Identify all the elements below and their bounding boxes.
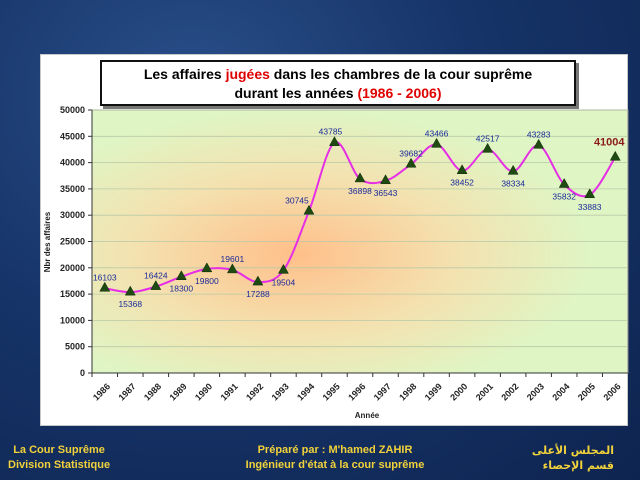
x-tick-label: 2006 <box>601 381 622 402</box>
x-tick-label: 1998 <box>397 381 418 402</box>
data-point-marker <box>99 281 111 292</box>
x-tick-label: 1996 <box>346 381 367 402</box>
x-tick-label: 2005 <box>576 381 597 402</box>
x-tick-label: 1993 <box>270 381 291 402</box>
chart-title: Les affaires jugées dans les chambres de… <box>100 60 576 106</box>
data-point-marker <box>354 172 366 183</box>
data-label: 36898 <box>348 186 372 196</box>
data-label-last: 41004 <box>594 136 625 148</box>
data-point-marker <box>431 137 442 148</box>
x-tick-label: 1997 <box>372 381 393 402</box>
y-tick-label: 45000 <box>60 131 85 141</box>
title-highlight: jugées <box>225 66 270 82</box>
data-label: 42517 <box>476 133 500 143</box>
x-tick-label: 2002 <box>499 381 520 402</box>
y-axis-label: Nbr des affaires <box>43 211 52 272</box>
y-tick-label: 50000 <box>60 105 85 115</box>
data-point-marker <box>482 142 494 153</box>
x-tick-label: 1987 <box>116 381 137 402</box>
data-point-marker <box>329 136 340 146</box>
data-label: 17288 <box>246 289 270 299</box>
data-point-marker <box>252 275 264 286</box>
footer-author-title: Ingénieur d'état à la cour suprême <box>245 459 425 471</box>
data-point-marker <box>150 280 162 290</box>
data-point-marker <box>456 164 468 174</box>
data-markers <box>99 136 621 296</box>
title-text: durant les années <box>234 85 358 101</box>
x-axis-label: Année <box>355 411 380 420</box>
footer-division: Division Statistique <box>8 459 111 471</box>
data-point-marker <box>405 157 417 168</box>
x-tick-label: 2000 <box>448 381 469 402</box>
x-tick-label: 1991 <box>219 381 240 402</box>
y-tick-label: 40000 <box>60 158 85 168</box>
y-tick-label: 25000 <box>60 237 85 247</box>
data-label: 15368 <box>118 299 142 309</box>
y-tick-label: 15000 <box>60 289 85 299</box>
chart-title-line-2: durant les années (1986 - 2006) <box>102 84 574 103</box>
gridlines <box>91 109 628 374</box>
data-point-marker <box>380 174 391 185</box>
y-tick-label: 20000 <box>60 263 85 273</box>
data-label: 38334 <box>501 178 525 188</box>
title-highlight: (1986 - 2006) <box>357 85 442 101</box>
data-label: 43466 <box>425 128 449 138</box>
data-point-marker <box>124 285 136 296</box>
footer-prepared-by: Préparé par : M'hamed ZAHIR <box>257 444 413 456</box>
y-tick-label: 30000 <box>60 210 85 220</box>
x-tick-label: 1992 <box>244 381 265 402</box>
x-tick-label: 2001 <box>474 381 495 402</box>
x-tick-label: 1986 <box>91 381 112 402</box>
data-label: 43785 <box>319 127 343 137</box>
x-tick-label: 2003 <box>525 381 546 402</box>
x-tick-label: 1990 <box>193 381 214 402</box>
x-tick-label: 2004 <box>550 381 571 402</box>
data-point-marker <box>533 138 545 149</box>
footer-right: المجلس الأعلى قسم الإحصاء <box>532 443 614 473</box>
y-tick-label: 10000 <box>60 315 85 325</box>
x-tick-label: 1995 <box>321 381 342 402</box>
data-label: 18300 <box>170 284 194 294</box>
data-label: 43283 <box>527 129 551 139</box>
y-tick-label: 5000 <box>65 342 85 352</box>
data-label: 16103 <box>93 272 117 282</box>
data-point-marker <box>201 262 213 273</box>
data-label: 39682 <box>399 148 423 158</box>
data-point-marker <box>226 263 238 274</box>
data-point-marker <box>303 204 315 215</box>
data-point-marker <box>584 188 596 199</box>
footer-left: La Cour Suprême Division Statistique <box>8 443 110 473</box>
data-label: 19504 <box>272 277 296 287</box>
footer-org-arabic: المجلس الأعلى <box>531 444 614 457</box>
x-tick-label: 1999 <box>423 381 444 402</box>
data-label: 33883 <box>578 202 602 212</box>
x-tick-label: 1994 <box>295 381 316 402</box>
footer-org: La Cour Suprême <box>13 444 105 456</box>
y-axis-ticks: 0 5000 10000 15000 20000 25000 30000 35000 40000… <box>60 105 92 378</box>
data-point-marker <box>507 164 519 175</box>
x-tick-label: 1989 <box>168 381 189 402</box>
title-text: Les affaires <box>143 66 226 82</box>
data-label: 16424 <box>144 271 168 281</box>
y-tick-label: 0 <box>80 368 85 378</box>
footer-division-arabic: قسم الإحصاء <box>542 459 614 472</box>
chart-title-line-1: Les affaires jugées dans les chambres de… <box>102 65 574 84</box>
data-label: 30745 <box>285 195 309 205</box>
footer-author: Préparé par : M'hamed ZAHIR Ingénieur d'… <box>230 443 440 473</box>
y-tick-label: 35000 <box>60 184 85 194</box>
data-label: 19800 <box>195 276 219 286</box>
data-point-marker <box>609 150 621 161</box>
title-text: dans les chambres de la cour suprême <box>269 66 533 82</box>
data-label: 36543 <box>374 188 398 198</box>
data-label: 19601 <box>221 254 245 264</box>
data-label: 35832 <box>552 192 576 202</box>
data-label: 38452 <box>450 178 474 188</box>
x-tick-label: 1988 <box>142 381 163 402</box>
x-axis-ticks: 1986 1987 1988 1989 1990 1991 1992 1993 1994 1995… <box>91 373 623 403</box>
data-point-marker <box>558 178 570 188</box>
data-point-marker <box>175 270 187 280</box>
data-point-marker <box>278 263 289 274</box>
